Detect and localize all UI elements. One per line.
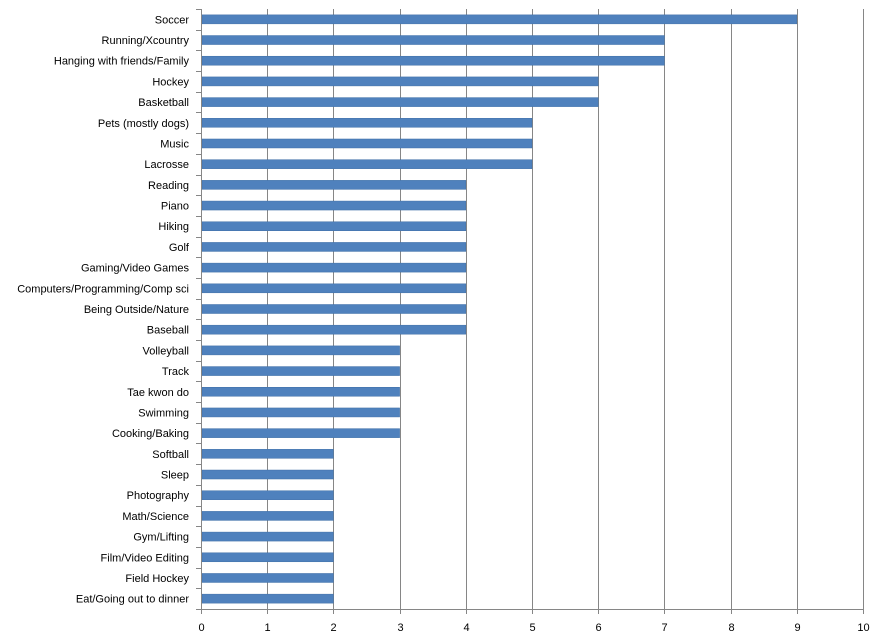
bar-13 xyxy=(201,283,467,294)
bar-14 xyxy=(201,304,467,314)
bar-9 xyxy=(201,200,467,211)
x-tick-labels: 0 1 2 3 4 5 6 7 8 9 10 xyxy=(198,622,869,634)
category-label-28: Eat/Going out to dinner xyxy=(76,594,189,606)
category-label-24: Math/Science xyxy=(122,511,189,523)
category-label-19: Swimming xyxy=(138,407,189,419)
gridlines xyxy=(267,9,864,609)
category-label-23: Photography xyxy=(127,490,190,502)
category-labels: Soccer Running/Xcountry Hanging with frien… xyxy=(17,14,190,605)
category-label-14: Being Outside/Nature xyxy=(84,304,189,316)
bar-3 xyxy=(201,76,599,87)
category-label-10: Hiking xyxy=(158,221,189,233)
category-label-15: Baseball xyxy=(147,325,189,337)
bar-25 xyxy=(201,531,334,542)
x-tick-label-8: 8 xyxy=(728,622,734,634)
bar-12 xyxy=(201,262,467,273)
bar-24 xyxy=(201,511,334,521)
bar-27 xyxy=(201,573,334,583)
category-label-13: Computers/Programming/Comp sci xyxy=(17,283,189,295)
bar-6 xyxy=(201,138,533,149)
bar-1 xyxy=(201,35,665,45)
category-label-2: Hanging with friends/Family xyxy=(54,56,190,68)
category-label-18: Tae kwon do xyxy=(127,387,189,399)
bar-23 xyxy=(201,490,334,500)
category-label-17: Track xyxy=(162,366,190,378)
bar-5 xyxy=(201,118,533,128)
x-tick-label-9: 9 xyxy=(794,622,800,634)
bar-8 xyxy=(201,180,467,190)
category-label-3: Hockey xyxy=(152,76,189,88)
x-tick-label-3: 3 xyxy=(397,622,403,634)
bar-0 xyxy=(201,14,798,25)
category-label-27: Field Hockey xyxy=(125,573,189,585)
category-label-22: Sleep xyxy=(161,470,189,482)
category-label-6: Music xyxy=(160,138,189,150)
category-label-21: Softball xyxy=(152,449,189,461)
bar-10 xyxy=(201,221,467,231)
category-label-7: Lacrosse xyxy=(144,159,189,171)
category-label-8: Reading xyxy=(148,180,189,192)
bar-17 xyxy=(201,366,400,376)
category-label-16: Volleyball xyxy=(143,345,189,357)
x-tick-label-2: 2 xyxy=(330,622,336,634)
bar-26 xyxy=(201,552,334,563)
bar-22 xyxy=(201,469,334,480)
bar-20 xyxy=(201,428,400,438)
x-tick-label-0: 0 xyxy=(198,622,204,634)
bar-4 xyxy=(201,97,599,107)
bar-16 xyxy=(201,345,400,356)
bar-19 xyxy=(201,407,400,418)
x-tick-label-1: 1 xyxy=(264,622,270,634)
x-tick-label-7: 7 xyxy=(661,622,667,634)
category-label-9: Piano xyxy=(161,201,189,213)
bar-7 xyxy=(201,159,533,169)
bar-18 xyxy=(201,387,400,397)
bar-series xyxy=(201,14,798,604)
bar-11 xyxy=(201,242,467,252)
category-label-4: Basketball xyxy=(138,97,189,109)
bar-15 xyxy=(201,324,467,335)
x-tick-label-4: 4 xyxy=(463,622,469,634)
category-label-20: Cooking/Baking xyxy=(112,428,189,440)
bar-28 xyxy=(201,593,334,604)
x-tick-label-6: 6 xyxy=(595,622,601,634)
category-label-5: Pets (mostly dogs) xyxy=(98,118,189,130)
category-label-0: Soccer xyxy=(155,14,190,26)
category-label-25: Gym/Lifting xyxy=(133,532,189,544)
x-tick-label-10: 10 xyxy=(857,622,869,634)
bar-21 xyxy=(201,449,334,459)
category-label-26: Film/Video Editing xyxy=(101,552,189,564)
axes xyxy=(196,9,864,614)
category-label-12: Gaming/Video Games xyxy=(81,263,190,275)
x-tick-label-5: 5 xyxy=(529,622,535,634)
category-label-11: Golf xyxy=(169,242,190,254)
bar-2 xyxy=(201,55,665,66)
category-label-1: Running/Xcountry xyxy=(102,35,190,47)
